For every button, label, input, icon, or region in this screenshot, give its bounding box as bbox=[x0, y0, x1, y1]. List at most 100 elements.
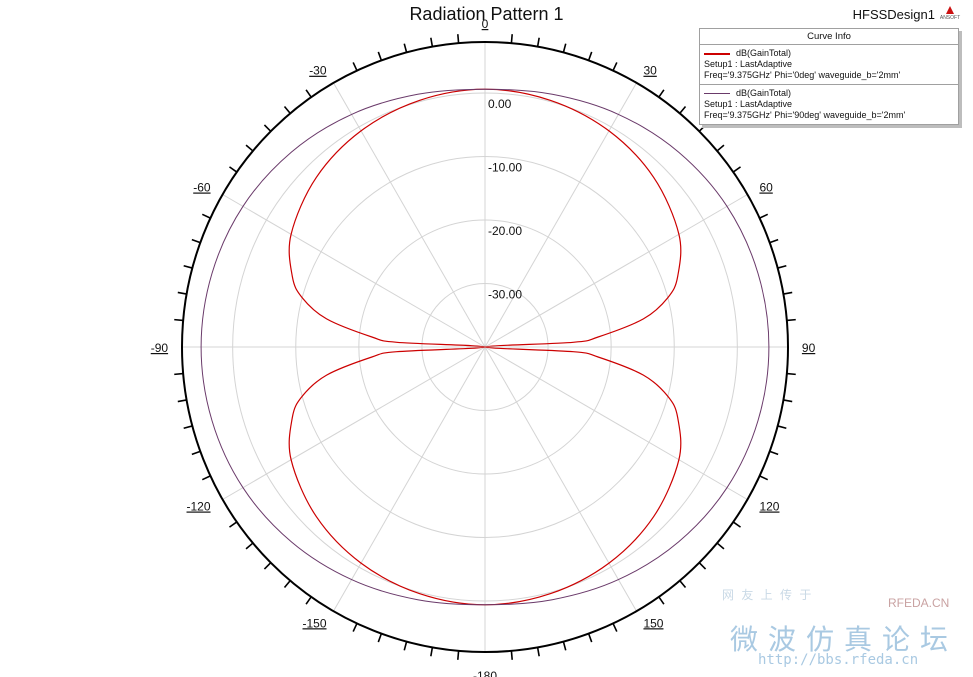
angular-tick bbox=[201, 213, 211, 219]
angle-label: -120 bbox=[187, 500, 211, 514]
angular-tick bbox=[430, 647, 434, 657]
angular-tick bbox=[612, 62, 618, 71]
angular-tick bbox=[732, 521, 741, 528]
angular-tick bbox=[658, 596, 665, 605]
angular-tick bbox=[263, 124, 272, 132]
watermark-rfeda: RFEDA.CN bbox=[888, 596, 950, 610]
angle-label: -180 bbox=[473, 669, 497, 677]
angular-tick bbox=[457, 650, 460, 660]
angle-label: 120 bbox=[759, 500, 779, 514]
design-name: HFSSDesign1 bbox=[852, 7, 935, 22]
angle-label: -150 bbox=[303, 616, 327, 630]
angular-tick bbox=[698, 124, 707, 132]
ansoft-triangle-icon bbox=[946, 6, 954, 14]
angular-tick bbox=[403, 43, 408, 53]
angle-label: -60 bbox=[193, 181, 211, 195]
angular-tick bbox=[263, 562, 272, 570]
angular-tick bbox=[174, 372, 184, 376]
angular-tick bbox=[229, 521, 238, 528]
angular-tick bbox=[587, 633, 593, 643]
curve-info-legend[interactable]: Curve Info dB(GainTotal) Setup1 : LastAd… bbox=[699, 28, 959, 125]
angular-tick bbox=[377, 51, 383, 61]
angular-tick bbox=[658, 89, 665, 98]
angular-tick bbox=[352, 623, 358, 632]
angular-tick bbox=[777, 425, 787, 430]
angular-tick bbox=[612, 623, 618, 632]
angular-tick bbox=[430, 37, 434, 47]
angular-tick bbox=[759, 213, 769, 219]
angular-tick bbox=[183, 264, 193, 269]
angular-tick bbox=[191, 450, 201, 456]
watermark-big-text: 微波仿真论坛 bbox=[730, 623, 959, 656]
angular-tick bbox=[769, 450, 779, 456]
angular-tick bbox=[305, 89, 312, 98]
angular-tick bbox=[732, 166, 741, 173]
legend-swatch-phi90 bbox=[704, 93, 730, 94]
angular-grid-spoke bbox=[484, 194, 748, 348]
watermark-url: http://bbs.rfeda.cn bbox=[758, 652, 919, 668]
angular-grid-spoke bbox=[484, 346, 748, 500]
angular-tick bbox=[457, 34, 460, 44]
angular-tick bbox=[177, 399, 187, 403]
angle-label: -30 bbox=[309, 64, 327, 78]
radial-tick-label: -30.00 bbox=[488, 288, 522, 302]
angular-tick bbox=[283, 105, 291, 114]
angular-tick bbox=[510, 650, 513, 660]
angular-tick bbox=[716, 542, 725, 550]
angular-tick bbox=[377, 633, 383, 643]
angular-tick bbox=[177, 291, 187, 295]
angular-tick bbox=[587, 51, 593, 61]
angular-grid-spoke bbox=[333, 82, 486, 348]
angular-tick bbox=[783, 291, 793, 295]
angular-tick bbox=[536, 647, 540, 657]
watermark-small-text: 网 友 上 传 于 bbox=[722, 588, 814, 602]
legend-swatch-phi0 bbox=[704, 52, 730, 55]
brand-logo-text: ANSOFT bbox=[939, 15, 961, 21]
series-curve-1 bbox=[200, 88, 770, 606]
angular-tick bbox=[245, 144, 254, 152]
angular-tick bbox=[759, 475, 769, 481]
angular-tick bbox=[786, 318, 796, 322]
angular-tick bbox=[201, 475, 211, 481]
angular-tick bbox=[786, 372, 796, 376]
legend-entry-setup: Setup1 : LastAdaptive bbox=[704, 59, 793, 69]
angular-tick bbox=[698, 562, 707, 570]
angle-label: 30 bbox=[643, 64, 657, 78]
angular-tick bbox=[174, 318, 184, 322]
angular-tick bbox=[679, 105, 687, 114]
ansoft-logo: ANSOFT bbox=[939, 6, 961, 21]
angular-tick bbox=[769, 238, 779, 244]
legend-entry-phi90[interactable]: dB(GainTotal) Setup1 : LastAdaptive Freq… bbox=[700, 84, 958, 124]
angular-tick bbox=[245, 542, 254, 550]
angular-tick bbox=[716, 144, 725, 152]
angular-grid-spoke bbox=[222, 194, 486, 348]
angular-tick bbox=[783, 399, 793, 403]
angle-label: -90 bbox=[151, 341, 169, 355]
angular-tick bbox=[229, 166, 238, 173]
angle-label: 0 bbox=[482, 17, 489, 31]
angular-tick bbox=[305, 596, 312, 605]
angular-grid-spoke bbox=[484, 82, 637, 348]
radial-tick-label: -10.00 bbox=[488, 161, 522, 175]
angular-tick bbox=[536, 37, 540, 47]
legend-entry-phi0[interactable]: dB(GainTotal) Setup1 : LastAdaptive Freq… bbox=[700, 45, 958, 84]
angular-grid-spoke bbox=[222, 346, 486, 500]
angular-tick bbox=[403, 641, 408, 651]
legend-entry-params: Freq='9.375GHz' Phi='90deg' waveguide_b=… bbox=[704, 110, 906, 120]
angle-label: 90 bbox=[802, 341, 816, 355]
radial-tick-label: 0.00 bbox=[488, 97, 512, 111]
angle-label: 60 bbox=[759, 181, 773, 195]
angular-tick bbox=[283, 580, 291, 589]
legend-entry-name: dB(GainTotal) bbox=[736, 48, 792, 58]
watermark: 网 友 上 传 于 RFEDA.CN 微波仿真论坛 http://bbs.rfe… bbox=[706, 584, 968, 674]
angular-tick bbox=[352, 62, 358, 71]
legend-header: Curve Info bbox=[700, 29, 958, 45]
angular-tick bbox=[510, 34, 513, 44]
outer-ring bbox=[181, 41, 789, 653]
angular-tick bbox=[183, 425, 193, 430]
legend-entry-params: Freq='9.375GHz' Phi='0deg' waveguide_b='… bbox=[704, 70, 901, 80]
angular-tick bbox=[562, 641, 567, 651]
angular-grid-spoke bbox=[333, 346, 486, 612]
radial-tick-label: -20.00 bbox=[488, 224, 522, 238]
